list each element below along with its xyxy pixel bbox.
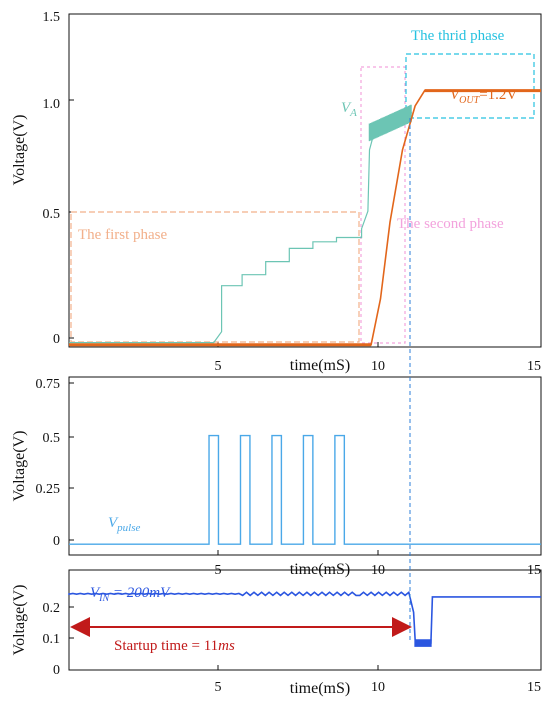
p3-ytick-0: 0	[53, 663, 60, 678]
phase-1-box	[70, 211, 360, 343]
series-vpulse-line	[69, 434, 541, 545]
phase-2-box	[360, 66, 406, 344]
p1-xtick-15: 15	[527, 359, 541, 374]
panel-2-frame	[68, 376, 542, 556]
p2-ytick-0.5: 0.5	[43, 431, 61, 446]
tick-marks	[69, 99, 379, 670]
panel-2-series	[69, 434, 541, 545]
panel-3-xlabel: time(mS)	[290, 680, 350, 697]
vout-label: VOUT=1.2V	[450, 87, 517, 106]
panel-3-frame	[68, 569, 542, 671]
series-va-ripple	[368, 104, 412, 142]
series-vin-ripple	[414, 639, 432, 647]
panel-2-xlabel: time(mS)	[290, 561, 350, 578]
phase-3-box	[405, 53, 535, 119]
p3-xtick-5: 5	[215, 680, 222, 695]
p1-ytick-1.0: 1.0	[43, 97, 61, 112]
series-va-line	[69, 112, 413, 344]
va-label: VA	[341, 100, 357, 119]
panel-2-ylabel: Voltage(V)	[11, 431, 28, 502]
panel-1-frame	[68, 13, 542, 348]
p2-xtick-5: 5	[215, 563, 222, 578]
p3-xtick-15: 15	[527, 680, 541, 695]
p1-ytick-0: 0	[53, 332, 60, 347]
p3-ytick-0.1: 0.1	[43, 632, 61, 647]
startup-label: Startup time = 11ms	[114, 638, 235, 654]
p2-ytick-0: 0	[53, 534, 60, 549]
p3-ytick-0.2: 0.2	[43, 601, 61, 616]
series-vin-line	[68, 590, 541, 644]
p2-ytick-0.25: 0.25	[36, 482, 61, 497]
p2-xtick-15: 15	[527, 563, 541, 578]
panel-3-series	[68, 590, 541, 647]
vin-label: VIN = 200mV	[90, 585, 171, 604]
p1-ytick-0.5: 0.5	[43, 207, 61, 222]
p1-xtick-10: 10	[371, 359, 385, 374]
p2-ytick-0.75: 0.75	[36, 377, 61, 392]
p1-xtick-5: 5	[215, 359, 222, 374]
panel-1-series	[69, 89, 541, 347]
panel-1-xlabel: time(mS)	[290, 357, 350, 374]
vpulse-label: Vpulse	[108, 515, 141, 534]
phase-1-label: The first phase	[78, 227, 167, 243]
p2-xtick-10: 10	[371, 563, 385, 578]
phase-3-label: The thrid phase	[411, 28, 505, 44]
panel-3-ylabel: Voltage(V)	[11, 585, 28, 656]
phase-2-label: The second phase	[397, 216, 504, 232]
p3-xtick-10: 10	[371, 680, 385, 695]
p1-ytick-1.5: 1.5	[43, 10, 61, 25]
panel-1-ylabel: Voltage(V)	[11, 115, 28, 186]
